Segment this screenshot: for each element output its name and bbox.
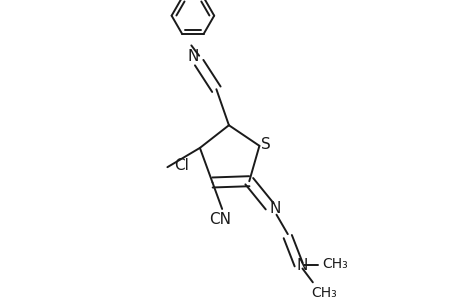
Text: S: S: [261, 137, 271, 152]
Text: N: N: [296, 258, 307, 273]
Text: Cl: Cl: [174, 158, 188, 173]
Text: N: N: [187, 50, 199, 64]
Text: N: N: [269, 201, 280, 216]
Text: CH₃: CH₃: [321, 257, 347, 271]
Text: CN: CN: [209, 212, 231, 227]
Text: CH₃: CH₃: [311, 286, 336, 300]
